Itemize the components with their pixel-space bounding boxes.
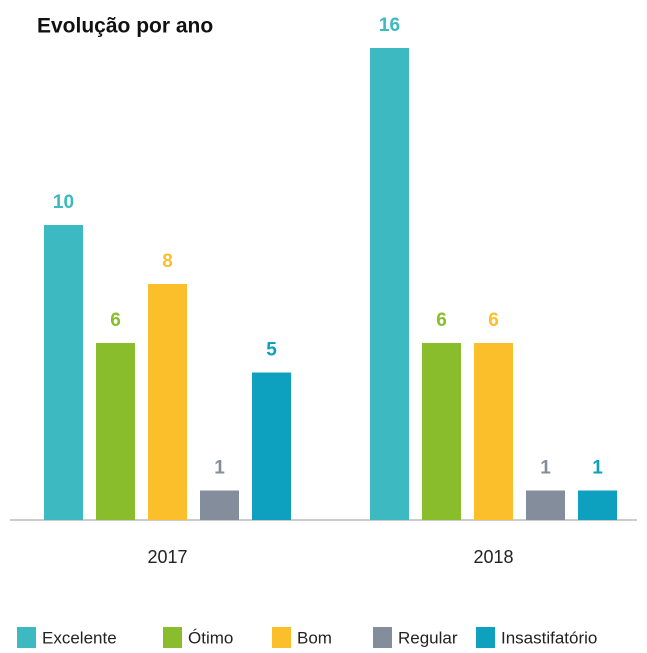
x-tick-label: 2017 xyxy=(147,547,187,567)
bar xyxy=(200,490,239,520)
bar xyxy=(422,343,461,520)
legend-swatch xyxy=(163,627,182,648)
chart-title: Evolução por ano xyxy=(37,15,213,38)
bar xyxy=(252,372,291,520)
bar xyxy=(526,490,565,520)
bar xyxy=(44,225,83,520)
bar xyxy=(370,48,409,520)
legend-swatch xyxy=(272,627,291,648)
legend-label: Bom xyxy=(297,628,332,647)
legend-label: Excelente xyxy=(42,628,117,647)
legend-swatch xyxy=(476,627,495,648)
data-label: 6 xyxy=(488,310,499,331)
bar xyxy=(96,343,135,520)
bar xyxy=(474,343,513,520)
legend-label: Regular xyxy=(398,628,458,647)
legend-label: Insastifatório xyxy=(501,628,597,647)
data-label: 6 xyxy=(110,310,121,331)
legend-label: Ótimo xyxy=(188,628,233,647)
data-label: 1 xyxy=(540,458,551,479)
data-label: 1 xyxy=(214,458,225,479)
data-label: 8 xyxy=(162,251,173,272)
bar xyxy=(148,284,187,520)
legend-swatch xyxy=(17,627,36,648)
data-label: 16 xyxy=(379,15,400,36)
data-label: 10 xyxy=(53,192,74,213)
bar xyxy=(578,490,617,520)
x-tick-label: 2018 xyxy=(473,547,513,567)
legend-swatch xyxy=(373,627,392,648)
data-label: 1 xyxy=(592,458,603,479)
data-label: 6 xyxy=(436,310,447,331)
data-label: 5 xyxy=(266,340,277,361)
